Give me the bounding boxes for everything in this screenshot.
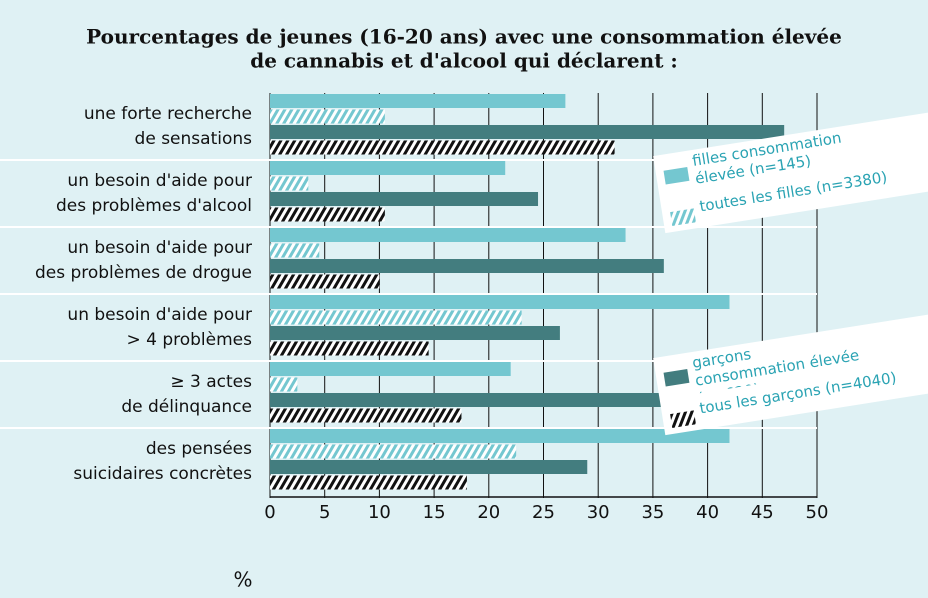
legend-swatch — [670, 410, 696, 429]
x-tick-label: 50 — [806, 502, 829, 523]
bar — [270, 207, 385, 222]
bar — [270, 341, 429, 356]
bar — [270, 326, 560, 340]
bar — [270, 362, 511, 376]
chart-title: de cannabis et d'alcool qui déclarent : — [250, 49, 678, 73]
bar — [270, 125, 785, 139]
bar — [270, 295, 730, 309]
bar — [270, 94, 566, 108]
x-tick-label: 45 — [751, 502, 774, 523]
bar — [270, 243, 320, 258]
legend-box — [653, 111, 928, 234]
bar — [270, 176, 309, 191]
bar — [270, 109, 385, 124]
bar — [270, 140, 615, 155]
y-tick-label: des problèmes d'alcool — [56, 196, 252, 216]
y-tick-label: des pensées — [146, 439, 252, 459]
legend-swatch — [663, 166, 690, 185]
x-tick-label: 15 — [423, 502, 446, 523]
bar — [270, 310, 522, 325]
bar — [270, 460, 588, 474]
y-tick-label: ≥ 3 actes — [170, 372, 252, 392]
bar — [270, 259, 664, 273]
x-tick-label: 20 — [477, 502, 500, 523]
x-tick-label: 35 — [641, 502, 664, 523]
x-tick-label: 40 — [696, 502, 719, 523]
x-tick-label: 10 — [368, 502, 391, 523]
y-tick-label: une forte recherche — [84, 104, 252, 124]
legend: filles consommation élevée (n=145)toutes… — [653, 111, 928, 234]
x-tick-label: 5 — [319, 502, 330, 523]
bar — [270, 161, 506, 175]
x-tick-label: 0 — [264, 502, 275, 523]
bar — [270, 393, 735, 407]
bar — [270, 429, 730, 443]
x-tick-label: 25 — [532, 502, 555, 523]
bar — [270, 377, 298, 392]
chart-title: Pourcentages de jeunes (16-20 ans) avec … — [86, 25, 842, 49]
bar — [270, 408, 462, 423]
bar — [270, 475, 467, 490]
bar — [270, 274, 380, 289]
x-axis-label: % — [233, 568, 252, 592]
y-tick-label: un besoin d'aide pour — [67, 305, 252, 325]
y-tick-label: un besoin d'aide pour — [67, 238, 252, 258]
y-tick-label: des problèmes de drogue — [35, 263, 252, 283]
y-tick-label: > 4 problèmes — [126, 330, 252, 350]
legend: garçons consommation élevée (n=620)tous … — [653, 313, 928, 436]
bar — [270, 192, 539, 206]
bar — [270, 228, 626, 242]
bar — [270, 444, 517, 459]
legend-swatch — [663, 368, 690, 387]
y-tick-label: de sensations — [135, 129, 253, 149]
legend-swatch — [670, 208, 696, 227]
y-tick-label: de délinquance — [121, 397, 252, 417]
legend-box — [653, 313, 928, 436]
y-tick-label: suicidaires concrètes — [73, 464, 252, 484]
y-tick-label: un besoin d'aide pour — [67, 171, 252, 191]
x-tick-label: 30 — [587, 502, 610, 523]
